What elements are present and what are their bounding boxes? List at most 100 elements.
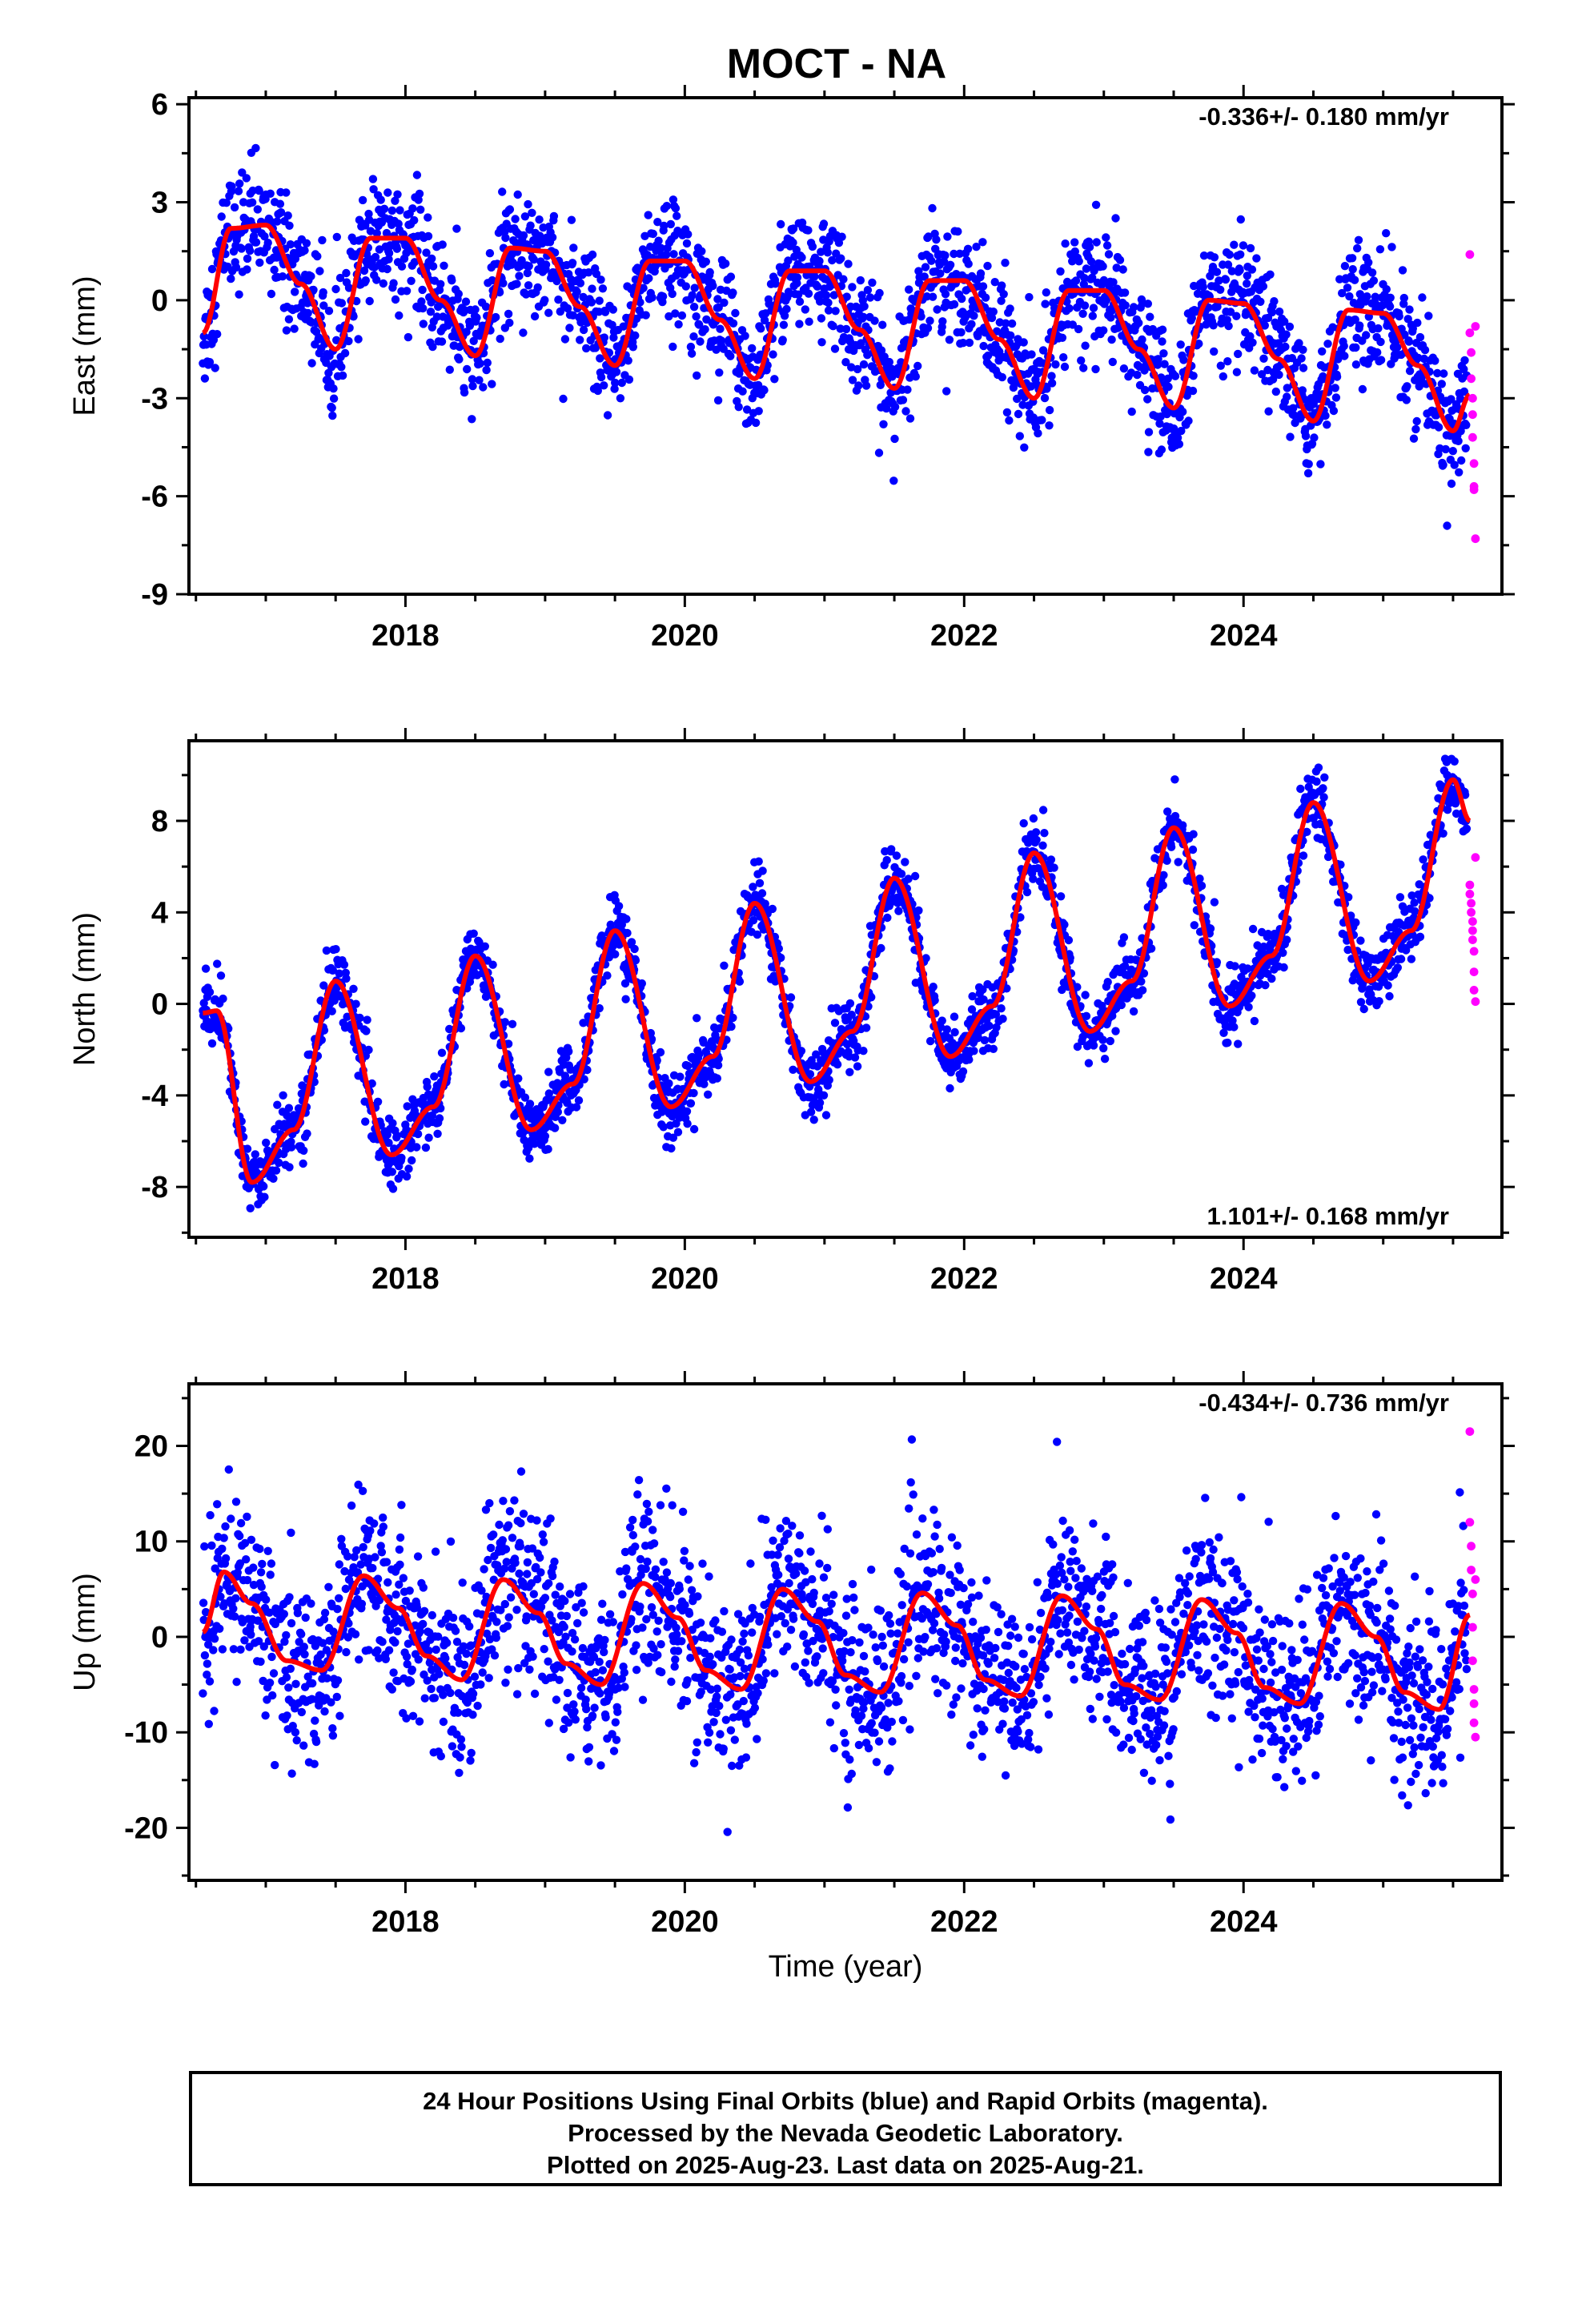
east-final-point — [1433, 368, 1442, 378]
north-final-point — [1359, 1004, 1368, 1014]
east-final-point — [808, 242, 817, 251]
east-final-point — [889, 476, 898, 485]
east-final-point — [981, 293, 990, 302]
north-rate-label: 1.101+/- 0.168 mm/yr — [1207, 1202, 1449, 1230]
east-final-point — [1404, 337, 1414, 346]
east-final-point — [847, 363, 856, 372]
east-final-point — [337, 299, 347, 308]
north-final-point — [1460, 790, 1470, 799]
east-final-point — [1405, 305, 1414, 314]
north-final-point — [285, 1163, 294, 1172]
east-final-point — [424, 213, 432, 222]
north-final-point — [480, 942, 489, 951]
north-ytick-label: -8 — [141, 1171, 168, 1204]
east-final-point — [717, 336, 726, 345]
east-final-point — [519, 328, 528, 337]
up-final-point — [240, 1636, 249, 1645]
east-final-point — [472, 313, 481, 322]
east-final-point — [617, 378, 626, 388]
east-final-point — [1020, 443, 1029, 452]
east-final-point — [1045, 421, 1054, 430]
east-final-point — [428, 342, 437, 352]
north-final-point — [843, 1039, 852, 1049]
east-final-point — [729, 288, 737, 297]
east-final-point — [771, 279, 780, 288]
east-final-point — [416, 205, 425, 214]
north-final-point — [423, 1083, 432, 1092]
north-final-point — [1040, 829, 1049, 838]
east-final-point — [270, 265, 279, 275]
east-final-point — [1373, 348, 1382, 357]
east-final-point — [760, 386, 769, 395]
up-final-point — [240, 1538, 250, 1548]
east-final-point — [829, 322, 837, 331]
east-final-point — [648, 229, 657, 239]
east-final-point — [1348, 265, 1357, 274]
east-final-point — [1295, 339, 1303, 348]
north-final-point — [965, 1055, 974, 1064]
east-final-point — [1378, 301, 1387, 310]
north-final-point — [861, 1023, 871, 1032]
north-final-point — [720, 961, 729, 971]
north-final-point — [558, 1116, 567, 1125]
east-rate-label: -0.336+/- 0.180 mm/yr — [1199, 103, 1449, 131]
east-final-point — [1354, 235, 1363, 244]
north-final-point — [1259, 942, 1268, 951]
north-xtick-label: 2022 — [930, 1262, 998, 1296]
east-final-point — [1001, 259, 1010, 267]
north-final-point — [1210, 898, 1219, 907]
east-final-point — [885, 357, 894, 367]
east-final-point — [396, 206, 404, 215]
east-final-point — [1143, 300, 1153, 308]
east-final-point — [479, 383, 488, 392]
east-final-point — [414, 195, 423, 204]
east-final-point — [913, 361, 922, 371]
north-final-point — [611, 950, 620, 959]
north-final-point — [355, 1013, 364, 1023]
east-final-point — [1216, 361, 1226, 370]
north-rapid-point — [1467, 907, 1476, 917]
east-final-point — [714, 303, 723, 312]
east-final-point — [662, 202, 672, 211]
east-final-point — [817, 314, 826, 323]
east-final-point — [713, 295, 722, 304]
north-final-point — [929, 983, 938, 991]
north-final-point — [1407, 955, 1416, 963]
east-final-point — [340, 348, 350, 358]
east-final-point — [928, 203, 937, 213]
east-final-point — [1332, 372, 1342, 381]
east-final-point — [263, 239, 272, 247]
east-final-point — [770, 375, 779, 384]
east-final-point — [841, 324, 851, 334]
north-final-point — [1452, 809, 1461, 818]
east-final-point — [211, 364, 219, 372]
east-final-point — [476, 359, 484, 368]
east-final-point — [369, 185, 378, 194]
north-final-point — [1395, 893, 1405, 902]
east-final-point — [1275, 370, 1283, 380]
east-final-point — [1411, 424, 1420, 434]
up-final-point — [204, 1640, 213, 1649]
north-final-point — [850, 1053, 860, 1062]
east-final-point — [921, 263, 930, 271]
east-final-point — [844, 259, 853, 268]
east-final-point — [1189, 372, 1198, 380]
east-final-point — [967, 320, 976, 328]
east-final-point — [804, 226, 813, 235]
east-final-point — [810, 272, 819, 281]
up-final-point — [215, 1624, 224, 1634]
east-final-point — [1395, 312, 1403, 321]
east-ytick-label: -6 — [141, 480, 168, 514]
east-final-point — [888, 372, 897, 381]
up-final-point — [199, 1689, 207, 1698]
east-final-point — [860, 302, 869, 311]
east-final-point — [383, 188, 392, 197]
up-final-point — [199, 1598, 208, 1607]
east-final-point — [1159, 349, 1168, 358]
east-final-point — [671, 203, 681, 213]
up-final-point — [207, 1541, 216, 1550]
east-final-point — [524, 281, 533, 290]
east-final-point — [797, 253, 806, 262]
east-final-point — [665, 312, 673, 321]
